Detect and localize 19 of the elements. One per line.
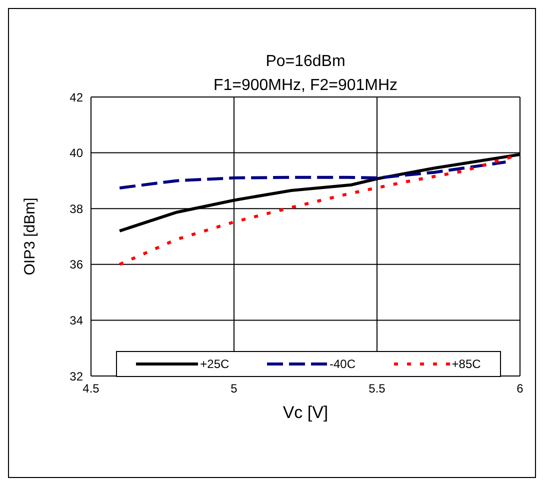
y-tick-label: 32 [70, 369, 84, 384]
x-axis-title: Vc [V] [282, 403, 328, 422]
y-tick-label: 40 [70, 146, 84, 160]
x-tick-label: 5 [230, 382, 238, 396]
line-series [118, 152, 520, 266]
legend-label: +85C [452, 357, 481, 371]
chart-subtitle: F1=900MHz, F2=901MHz [212, 77, 399, 95]
y-tick-label: 34 [70, 313, 84, 328]
x-tick-label: 5.5 [368, 382, 386, 396]
line-series [118, 160, 508, 190]
y-tick-label: 42 [70, 90, 84, 104]
y-tick-label: 38 [70, 202, 84, 216]
y-axis-title: OIP3 [dBm] [21, 198, 38, 276]
text: +25C [200, 357, 230, 371]
x-tick-label: 6 [516, 382, 524, 396]
chart-title: Po=16dBm [264, 53, 346, 71]
legend-label: -40C [329, 357, 356, 371]
y-tick-label: 36 [70, 258, 84, 272]
x-tick-label: 4.5 [82, 382, 100, 396]
